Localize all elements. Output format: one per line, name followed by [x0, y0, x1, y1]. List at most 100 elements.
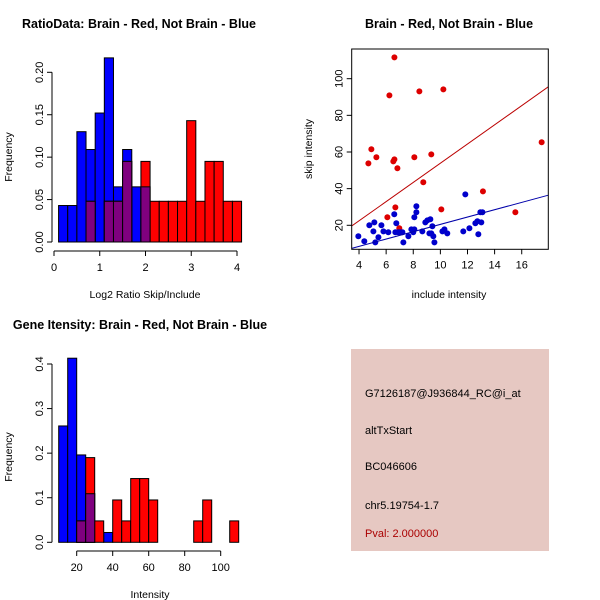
bar-overlap [112, 200, 124, 243]
x-tick-label: 100 [212, 562, 230, 574]
point-brain [411, 154, 418, 161]
y-tick-label: 0.2 [34, 446, 46, 461]
bar-overlap [85, 493, 96, 543]
bar-brain [204, 160, 215, 243]
point-brain [479, 188, 486, 195]
x-tick-label: 60 [143, 562, 155, 574]
bar-not-brain [58, 205, 69, 243]
point-not-brain [478, 219, 485, 226]
point-not-brain [411, 214, 418, 221]
point-not-brain [378, 222, 385, 229]
point-not-brain [361, 238, 368, 245]
point-not-brain [475, 231, 482, 238]
probe-id: G7126187@J936844_RC@i_at [365, 388, 521, 400]
point-brain [391, 54, 398, 61]
point-not-brain [466, 225, 473, 232]
bar-not-brain [58, 425, 69, 543]
x-tick-label: 12 [461, 259, 473, 271]
intensity-hist-ylabel: Frequency [3, 431, 15, 481]
point-not-brain [371, 219, 378, 226]
ratio-hist-xlabel: Log2 Ratio Skip/Include [90, 289, 201, 301]
x-tick-label: 40 [107, 562, 119, 574]
point-brain [420, 179, 427, 186]
point-not-brain [427, 216, 434, 223]
bar-not-brain [76, 131, 87, 243]
point-not-brain [444, 230, 451, 237]
point-brain [428, 151, 435, 158]
y-tick-label: 0.3 [34, 401, 46, 416]
x-tick-label: 4 [234, 262, 240, 274]
x-tick-label: 20 [71, 562, 83, 574]
bar-not-brain [94, 112, 105, 243]
bar-brain [167, 200, 179, 243]
point-not-brain [366, 222, 373, 229]
point-not-brain [375, 234, 382, 241]
bar-overlap [76, 520, 87, 543]
bar-not-brain [103, 531, 114, 543]
x-tick-label: 4 [356, 259, 362, 271]
bar-not-brain [67, 205, 78, 243]
y-tick-label: 60 [334, 146, 346, 158]
bar-brain [193, 520, 204, 543]
ratio-hist-title: RatioData: Brain - Red, Not Brain - Blue [22, 17, 256, 31]
x-tick-label: 6 [383, 259, 389, 271]
bar-brain [222, 200, 233, 243]
y-tick-label: 20 [334, 219, 346, 231]
plot-box [351, 48, 549, 250]
y-tick-label: 80 [334, 109, 346, 121]
y-tick-label: 100 [334, 70, 346, 88]
pval: Pval: 2.000000 [365, 528, 438, 540]
point-not-brain [355, 233, 362, 240]
intensity-histogram: 20 40 60 80 100 0.0 0.1 0.2 0.3 0.4 [34, 356, 240, 574]
point-brain [394, 165, 401, 172]
y-tick-label: 0.15 [34, 104, 46, 125]
x-tick-label: 10 [434, 259, 446, 271]
point-not-brain [391, 211, 398, 218]
point-brain [416, 88, 423, 95]
y-tick-label: 0.00 [34, 231, 46, 252]
intensity-hist-title: Gene Itensity: Brain - Red, Not Brain - … [13, 318, 267, 332]
bar-brain [112, 499, 123, 543]
bar-brain [202, 499, 213, 543]
y-tick-label: 0.1 [34, 490, 46, 505]
point-not-brain [400, 239, 407, 246]
point-brain [384, 214, 391, 221]
point-brain [368, 146, 375, 153]
x-tick-label: 3 [188, 262, 194, 274]
bar-brain [149, 200, 160, 243]
point-not-brain [393, 220, 400, 227]
point-not-brain [431, 239, 438, 246]
point-not-brain [405, 233, 412, 240]
y-tick-label: 0.20 [34, 62, 46, 83]
point-brain [512, 209, 519, 216]
point-brain [392, 204, 399, 211]
bar-brain [130, 478, 141, 543]
scatter-title: Brain - Red, Not Brain - Blue [365, 17, 533, 31]
scatter-data [351, 54, 549, 249]
accession: BC046606 [365, 461, 417, 473]
fit-line-brain [351, 86, 549, 227]
bar-brain [213, 160, 224, 243]
point-brain [440, 86, 447, 93]
point-not-brain [430, 233, 437, 240]
bar-brain [195, 200, 206, 243]
point-brain [386, 92, 393, 99]
y-tick-label: 0.05 [34, 189, 46, 210]
point-brain [390, 158, 397, 165]
point-not-brain [380, 228, 387, 235]
point-not-brain [385, 229, 392, 236]
ratio-histogram: 0 1 2 3 4 0.00 0.05 0.10 0.15 0.20 [34, 57, 243, 274]
point-brain [438, 206, 445, 213]
bar-brain [139, 478, 150, 543]
bar-brain [158, 200, 169, 243]
bar-brain [229, 520, 240, 543]
y-tick-label: 40 [334, 183, 346, 195]
x-tick-label: 1 [97, 262, 103, 274]
x-tick-label: 16 [516, 259, 528, 271]
scatter-ylabel: skip intensity [303, 118, 315, 179]
y-tick-label: 0.4 [34, 356, 46, 371]
bar-brain [177, 200, 188, 243]
bar-not-brain [67, 357, 78, 543]
info-panel-background [351, 349, 549, 551]
